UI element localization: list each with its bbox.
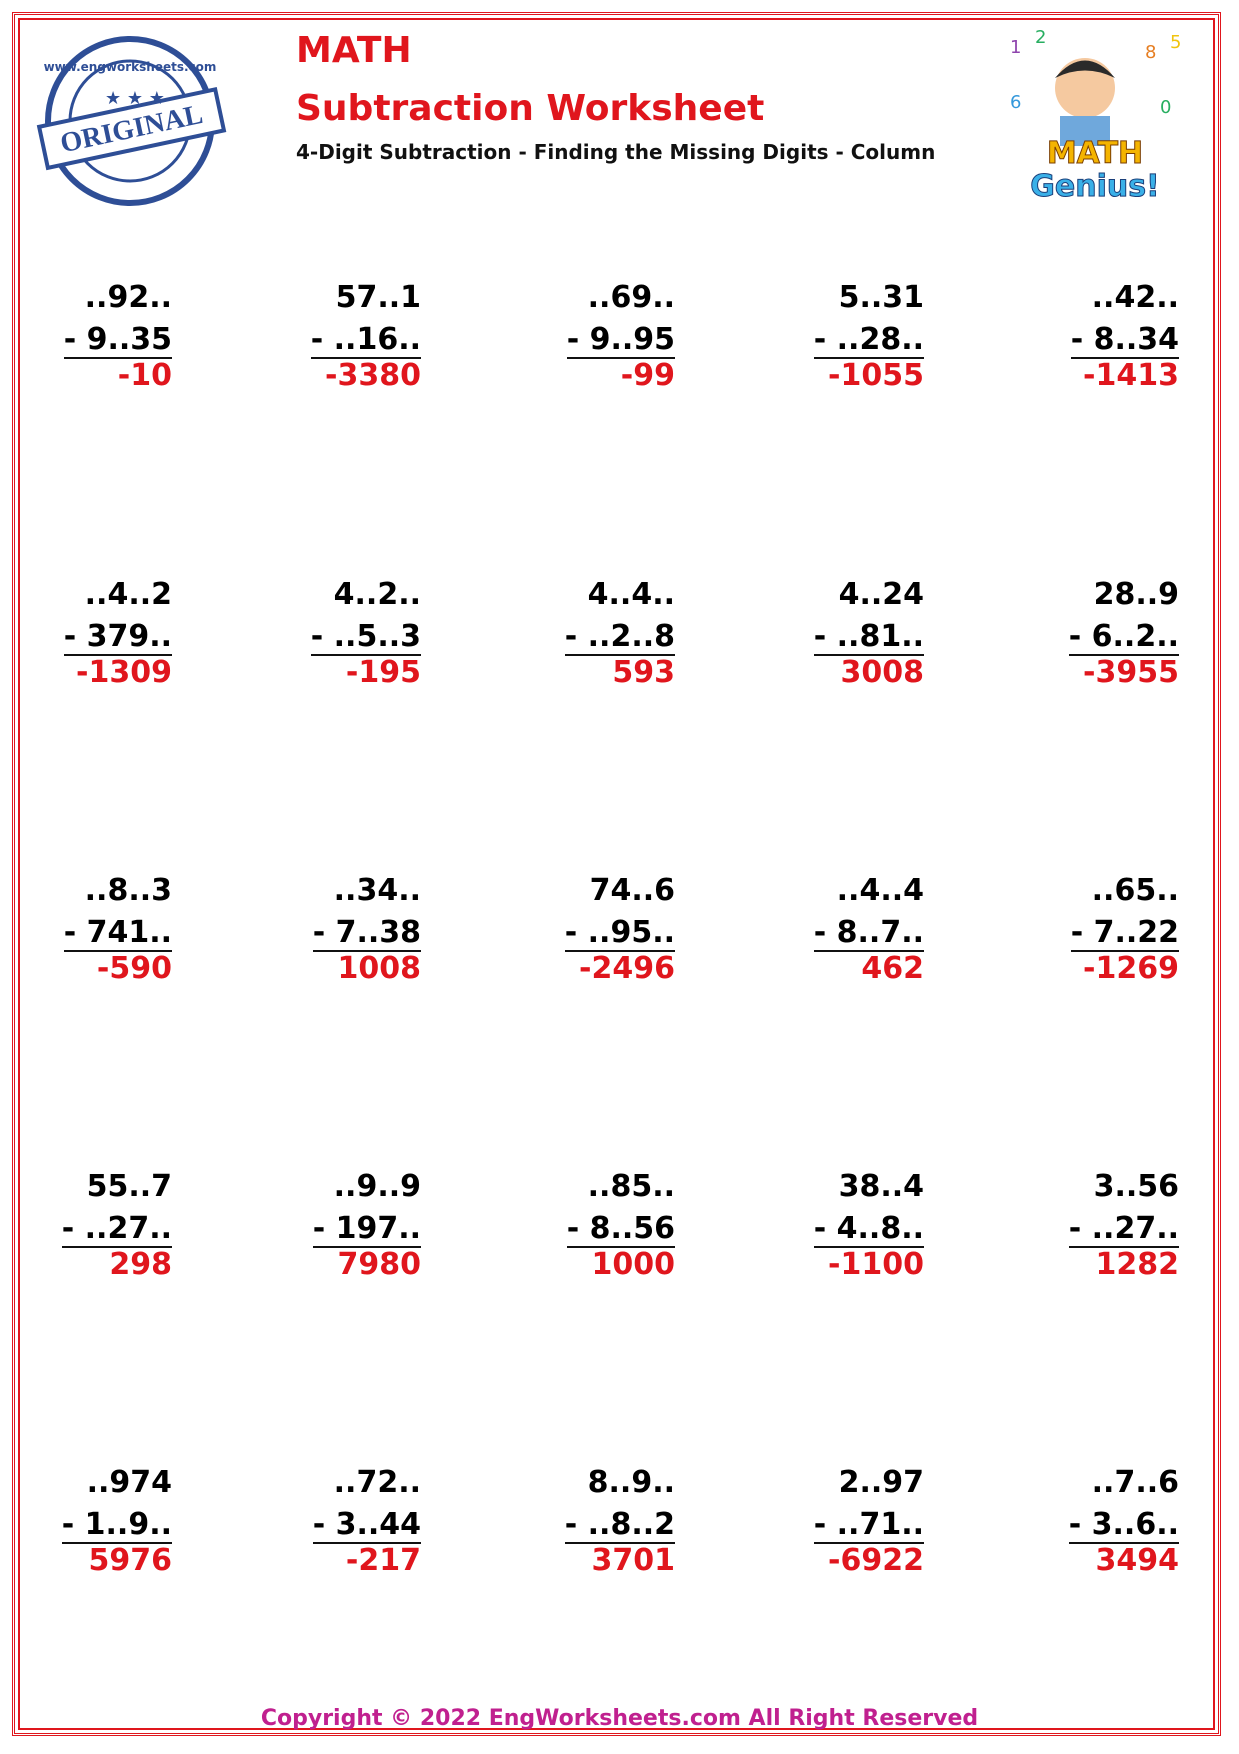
problem-answer: 3494 — [1095, 1543, 1180, 1578]
problem-answer: -1269 — [1083, 951, 1179, 986]
problem-bottom: - ..16.. — [310, 322, 421, 359]
problem-answer: -1309 — [76, 655, 172, 690]
problem-bottom: - 741.. — [63, 915, 172, 952]
problem-bottom: - 8..56 — [566, 1211, 675, 1248]
problem-answer: 298 — [109, 1247, 172, 1282]
problem-bottom: - 4..8.. — [813, 1211, 924, 1248]
problem-top: ..85.. — [587, 1169, 675, 1204]
problem-answer: 1008 — [337, 951, 422, 986]
problem-top: 38..4 — [838, 1169, 924, 1204]
problem-answer: -1413 — [1083, 358, 1179, 393]
problem-top: 4..2.. — [333, 577, 421, 612]
logo-line1: MATH — [1047, 136, 1143, 171]
page-border-inner — [18, 18, 1215, 1730]
footer: Copyright © 2022 EngWorksheets.com All R… — [260, 1706, 979, 1731]
problem-top: ..7..6 — [1091, 1465, 1179, 1500]
problem-answer: 7980 — [337, 1247, 422, 1282]
problem-bottom: - 7..22 — [1070, 915, 1179, 952]
problem-answer: -590 — [96, 951, 172, 986]
problem-bottom: - ..5..3 — [310, 619, 421, 656]
problem-top: 4..24 — [838, 577, 924, 612]
svg-text:6: 6 — [1010, 92, 1021, 113]
problem-top: ..9..9 — [333, 1169, 421, 1204]
problem-bottom: - 379.. — [63, 619, 172, 656]
problem-answer: -217 — [345, 1543, 421, 1578]
problem-answer: -195 — [345, 655, 421, 690]
problem-bottom: - ..8..2 — [564, 1507, 675, 1544]
problem-top: ..4..4 — [836, 873, 924, 908]
svg-text:2: 2 — [1035, 28, 1046, 48]
problem-bottom: - ..27.. — [1068, 1211, 1179, 1248]
problem-top: 55..7 — [86, 1169, 172, 1204]
stamp: www.engworksheets.com ORIGINAL ★ ★ ★ — [36, 36, 227, 206]
problem-bottom: - ..95.. — [564, 915, 675, 952]
problem-bottom: - ..81.. — [813, 619, 924, 656]
problem-bottom: - ..71.. — [813, 1507, 924, 1544]
logo-line2: Genius! — [1030, 169, 1160, 204]
svg-text:★ ★ ★: ★ ★ ★ — [105, 88, 165, 109]
problem-top: ..4..2 — [84, 577, 172, 612]
problem-answer: -99 — [620, 358, 675, 393]
problem-bottom: - 7..38 — [312, 915, 421, 952]
stamp-url: www.engworksheets.com — [44, 60, 217, 74]
problem-answer: -1100 — [828, 1247, 924, 1282]
problem-answer: -6922 — [828, 1543, 924, 1578]
problem-top: 28..9 — [1093, 577, 1179, 612]
problem-answer: 3701 — [591, 1543, 676, 1578]
problem-top: ..65.. — [1091, 873, 1179, 908]
problem-bottom: - 9..35 — [63, 322, 172, 359]
problem-bottom: - 197.. — [312, 1211, 421, 1248]
problem-answer: 462 — [861, 951, 924, 986]
problem-bottom: - 3..6.. — [1068, 1507, 1179, 1544]
problem-bottom: - 6..2.. — [1068, 619, 1179, 656]
problem-bottom: - ..27.. — [61, 1211, 172, 1248]
title: MATH — [296, 30, 412, 71]
subtitle: 4-Digit Subtraction - Finding the Missin… — [296, 140, 936, 164]
problem-top: ..69.. — [587, 280, 675, 315]
problem-bottom: - 8..7.. — [813, 915, 924, 952]
svg-text:1: 1 — [1010, 37, 1021, 58]
svg-text:0: 0 — [1160, 97, 1171, 118]
problem-answer: 593 — [612, 655, 675, 690]
problem-top: 74..6 — [589, 873, 675, 908]
problem-top: 57..1 — [335, 280, 421, 315]
heading: Subtraction Worksheet — [296, 88, 765, 129]
problem-bottom: - 1..9.. — [61, 1507, 172, 1544]
problem-top: 4..4.. — [587, 577, 675, 612]
problem-top: 3..56 — [1093, 1169, 1179, 1204]
problem-answer: 5976 — [88, 1543, 173, 1578]
problem-top: 2..97 — [838, 1465, 924, 1500]
problem-bottom: - 9..95 — [566, 322, 675, 359]
problem-top: ..72.. — [333, 1465, 421, 1500]
svg-text:8: 8 — [1145, 42, 1156, 63]
problem-bottom: - 3..44 — [312, 1507, 421, 1544]
problem-top: ..92.. — [84, 280, 172, 315]
problem-bottom: - ..28.. — [813, 322, 924, 359]
problem-top: 8..9.. — [587, 1465, 675, 1500]
problem-top: ..34.. — [333, 873, 421, 908]
problem-top: 5..31 — [838, 280, 924, 315]
problem-answer: -1055 — [828, 358, 924, 393]
problem-answer: -3380 — [325, 358, 421, 393]
problem-top: ..8..3 — [84, 873, 172, 908]
problem-answer: 1282 — [1095, 1247, 1180, 1282]
problem-answer: 3008 — [840, 655, 925, 690]
problem-answer: 1000 — [591, 1247, 676, 1282]
problem-answer: -10 — [117, 358, 172, 393]
page-border — [12, 12, 1221, 1736]
problem-top: ..974 — [86, 1465, 172, 1500]
svg-text:5: 5 — [1170, 32, 1181, 53]
problem-top: ..42.. — [1091, 280, 1179, 315]
problem-answer: -2496 — [579, 951, 675, 986]
problem-bottom: - ..2..8 — [564, 619, 675, 656]
problem-bottom: - 8..34 — [1070, 322, 1179, 359]
problem-answer: -3955 — [1083, 655, 1179, 690]
